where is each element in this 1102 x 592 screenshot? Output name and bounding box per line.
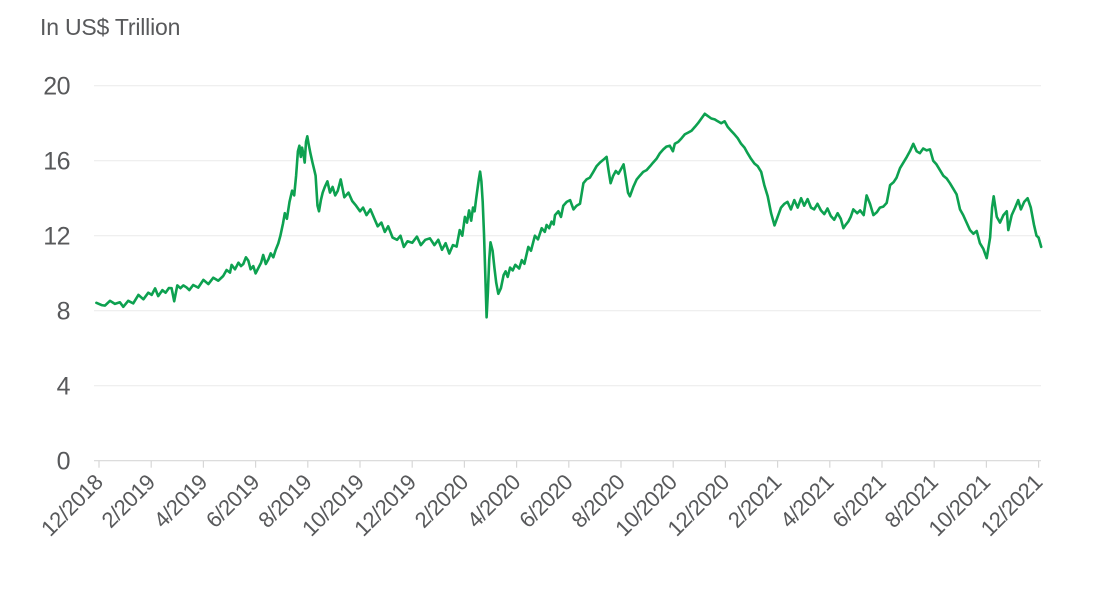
y-tick-label: 16 bbox=[43, 148, 70, 176]
x-tick-label: 12/2018 bbox=[36, 469, 108, 541]
x-tick-label: 4/2021 bbox=[775, 469, 838, 532]
y-tick-label: 8 bbox=[57, 298, 70, 326]
x-axis-tick-labels: 12/20182/20194/20196/20198/201910/201912… bbox=[36, 469, 1047, 541]
y-tick-label: 12 bbox=[43, 223, 70, 251]
x-tick-label: 2/2020 bbox=[410, 469, 473, 532]
x-tick-label: 4/2020 bbox=[462, 469, 525, 532]
x-tick-label: 4/2019 bbox=[149, 469, 212, 532]
x-tick-label: 2/2019 bbox=[97, 469, 160, 532]
y-tick-label: 0 bbox=[57, 448, 70, 476]
x-tick-label: 6/2020 bbox=[514, 469, 577, 532]
x-tick-label: 6/2019 bbox=[201, 469, 264, 532]
x-tick-label: 2/2021 bbox=[723, 469, 786, 532]
gridlines bbox=[94, 85, 1041, 387]
y-axis-tick-labels: 0 4 8 12 16 20 bbox=[43, 73, 71, 476]
chart-title: In US$ Trillion bbox=[40, 14, 181, 40]
y-tick-label: 4 bbox=[57, 373, 71, 401]
x-tick-label: 6/2021 bbox=[827, 469, 890, 532]
x-axis bbox=[94, 460, 1041, 468]
data-line bbox=[95, 112, 1043, 319]
y-tick-label: 20 bbox=[43, 73, 70, 101]
